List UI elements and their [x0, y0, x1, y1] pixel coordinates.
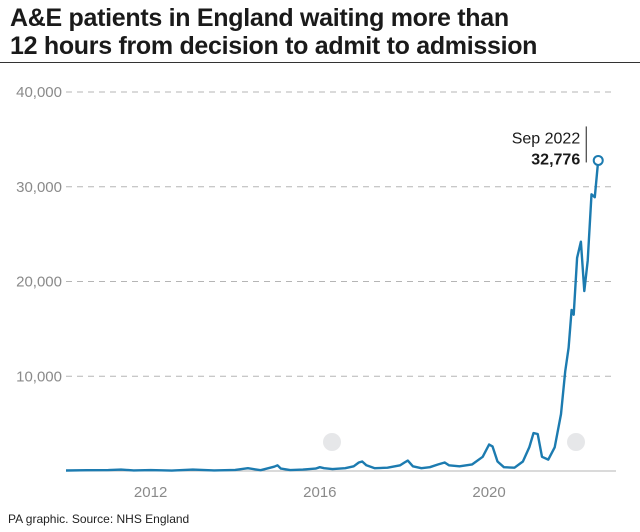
y-tick-label: 10,000 — [16, 368, 62, 385]
x-tick-label: 2020 — [472, 484, 505, 501]
watermark-dot-right — [567, 433, 585, 451]
y-tick-label: 20,000 — [16, 274, 62, 291]
annotation-value: 32,776 — [531, 151, 580, 168]
title-line-2: 12 hours from decision to admit to admis… — [10, 32, 538, 60]
latest-value-marker — [592, 154, 604, 166]
source-note: PA graphic. Source: NHS England — [8, 512, 190, 526]
x-tick-label: 2012 — [134, 484, 167, 501]
y-tick-label: 30,000 — [16, 179, 62, 196]
annotation-date: Sep 2022 — [512, 130, 581, 147]
title-divider — [0, 62, 640, 63]
series-line — [65, 160, 600, 472]
y-tick-label: 40,000 — [16, 84, 62, 101]
watermark-logo — [323, 433, 585, 451]
title-line-1: A&E patients in England waiting more tha… — [10, 4, 509, 32]
chart-title: A&E patients in England waiting more tha… — [10, 4, 537, 60]
x-tick-label: 2016 — [303, 484, 336, 501]
watermark-dot-left — [323, 433, 341, 451]
